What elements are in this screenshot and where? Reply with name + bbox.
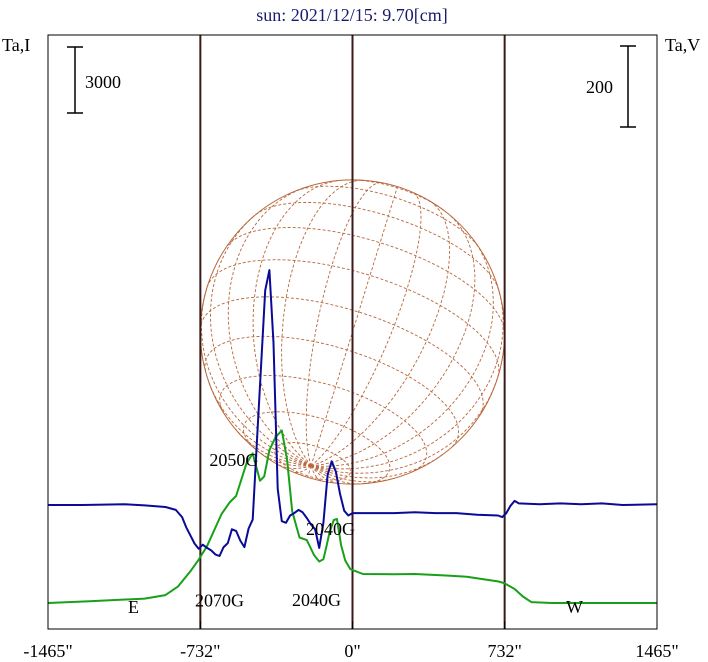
longitude-line [210, 214, 312, 467]
right-scale-bar: 200 [586, 45, 636, 128]
longitude-line [207, 380, 312, 467]
right-scale-bar-label: 200 [586, 77, 613, 97]
left-scale-bar: 3000 [67, 46, 121, 114]
latitude-line [199, 296, 484, 416]
latitude-line [226, 227, 505, 332]
peak-annotation: 2070G [195, 590, 244, 610]
x-tick-label: 1465" [635, 641, 678, 661]
left-axis-label: Ta,I [2, 35, 30, 55]
peak-annotations: 2050G 2040G 2070G 2040G [195, 450, 355, 610]
longitude-line [310, 465, 339, 484]
intensity-curve [47, 429, 657, 604]
longitude-line [200, 286, 312, 467]
peak-annotation: 2040G [292, 590, 341, 610]
longitude-line [307, 465, 312, 478]
x-tick-label: 0" [344, 641, 360, 661]
x-tick-labels: -1465" -732" 0" 732" 1465" [23, 641, 678, 661]
disk-edge-lines [199, 35, 506, 629]
x-axis-ticks [47, 621, 658, 629]
right-axis-label: Ta,V [665, 35, 700, 55]
latitude-line [242, 411, 391, 485]
peak-annotation: 2040G [306, 519, 355, 539]
longitude-line [227, 187, 312, 467]
solar-disk-grid [199, 179, 506, 485]
west-limb-label: W [566, 597, 583, 617]
longitude-line [294, 465, 312, 474]
longitude-line [310, 191, 422, 467]
longitude-line [311, 239, 494, 467]
longitude-line [311, 214, 476, 467]
longitude-line [310, 376, 499, 474]
east-limb-label: E [128, 597, 139, 617]
longitude-line [310, 453, 445, 479]
latitude-line [219, 375, 428, 473]
longitude-line [310, 465, 322, 482]
series-curves [47, 269, 658, 604]
polarization-curve [48, 269, 658, 557]
longitude-line [252, 180, 339, 467]
left-scale-bar-label: 3000 [85, 72, 121, 92]
longitude-line [311, 289, 504, 470]
x-tick-label: 732" [487, 641, 521, 661]
longitude-line [258, 451, 312, 467]
peak-annotation: 2050G [209, 450, 258, 470]
longitude-line [235, 428, 312, 467]
longitude-line [310, 186, 398, 467]
x-tick-label: -1465" [23, 641, 72, 661]
longitude-line [310, 465, 395, 483]
chart-title: sun: 2021/12/15: 9.70[cm] [256, 5, 448, 25]
x-tick-label: -732" [180, 641, 220, 661]
longitude-line [305, 182, 382, 467]
longitude-line [278, 464, 312, 469]
